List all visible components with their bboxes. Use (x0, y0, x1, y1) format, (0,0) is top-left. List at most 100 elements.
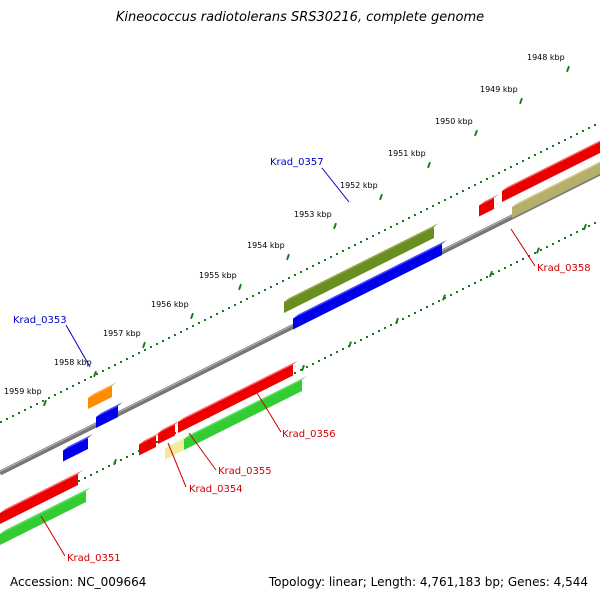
gene-label-krad_0353[interactable]: Krad_0353 (13, 315, 91, 368)
gene-top (139, 432, 161, 445)
tick-dot (138, 352, 140, 354)
gene-krad-0351-green (0, 487, 91, 545)
tick-dot (492, 273, 494, 275)
scale-tick: 1953 kbp (294, 210, 337, 230)
gene-body (512, 163, 600, 218)
minor-tick (489, 270, 493, 278)
gene-label-krad_0355[interactable]: Krad_0355 (188, 432, 272, 477)
gene-krad-0357-olive (284, 223, 439, 313)
lower-dot-row (0, 222, 596, 521)
gene-label-krad_0356[interactable]: Krad_0356 (256, 392, 336, 440)
gene-top (158, 420, 180, 433)
tick-dot (120, 361, 122, 363)
leader-line (188, 432, 217, 471)
tick-dot (576, 133, 578, 135)
tick-dot (102, 468, 104, 470)
tick-dot (102, 370, 104, 372)
gene-red-upper-right (502, 140, 600, 202)
gene-top (284, 223, 439, 302)
scale-tick: 1957 kbp (103, 329, 146, 349)
tick-mark (566, 65, 570, 73)
gene-name[interactable]: Krad_0358 (537, 263, 591, 274)
tick-label: 1951 kbp (388, 149, 426, 158)
gene-body (63, 438, 88, 462)
scale-tick: 1951 kbp (388, 149, 431, 169)
tick-dot (216, 313, 218, 315)
tick-dot (18, 412, 20, 414)
gene-red-small-right (479, 194, 499, 217)
tick-label: 1957 kbp (103, 329, 141, 338)
tick-dot (432, 205, 434, 207)
tick-dot (468, 285, 470, 287)
gene-label-krad_0358[interactable]: Krad_0358 (510, 228, 591, 274)
tick-mark (427, 161, 431, 169)
tick-dot (408, 315, 410, 317)
gene-krad-0354-red (139, 432, 161, 456)
tick-dot (582, 228, 584, 230)
tick-dot (402, 220, 404, 222)
gene-body (502, 142, 600, 202)
gene-top (88, 382, 117, 398)
tick-dot (372, 333, 374, 335)
tick-dot (96, 471, 98, 473)
gene-top (165, 435, 189, 449)
tick-label: 1953 kbp (294, 210, 332, 219)
tick-mark (333, 222, 337, 230)
tick-dot (594, 222, 596, 224)
gene-name[interactable]: Krad_0354 (189, 484, 243, 495)
tick-dot (486, 276, 488, 278)
tick-label: 1948 kbp (527, 53, 565, 62)
gene-krad-0356-red (178, 360, 298, 433)
tick-dot (474, 282, 476, 284)
tick-dot (270, 286, 272, 288)
gene-name[interactable]: Krad_0353 (13, 315, 67, 326)
tick-mark (379, 193, 383, 201)
tick-dot (552, 243, 554, 245)
tick-dot (132, 453, 134, 455)
tick-dot (78, 382, 80, 384)
tick-dot (168, 337, 170, 339)
tick-dot (438, 202, 440, 204)
gene-label-krad_0357[interactable]: Krad_0357 (270, 157, 350, 203)
gene-top (479, 194, 499, 206)
tick-dot (198, 322, 200, 324)
tick-dot (90, 376, 92, 378)
tick-dot (390, 324, 392, 326)
gene-label-krad_0351[interactable]: Krad_0351 (40, 515, 121, 564)
tick-dot (564, 237, 566, 239)
gene-body (158, 424, 175, 444)
leader-line (321, 167, 350, 203)
gene-name[interactable]: Krad_0355 (218, 466, 272, 477)
tick-dot (336, 253, 338, 255)
tick-dot (462, 190, 464, 192)
tick-dot (60, 391, 62, 393)
gene-name[interactable]: Krad_0351 (67, 553, 121, 564)
tick-dot (480, 181, 482, 183)
gene-name[interactable]: Krad_0356 (282, 429, 336, 440)
tick-dot (534, 154, 536, 156)
tick-mark (238, 283, 242, 291)
tick-dot (474, 184, 476, 186)
tick-dot (588, 127, 590, 129)
scale-tick: 1948 kbp (527, 53, 570, 73)
tick-dot (144, 349, 146, 351)
tick-dot (48, 397, 50, 399)
tick-dot (342, 250, 344, 252)
gene-label-krad_0354[interactable]: Krad_0354 (167, 442, 243, 495)
tick-dot (408, 217, 410, 219)
tick-dot (30, 406, 32, 408)
gene-top (178, 360, 298, 422)
tick-dot (186, 328, 188, 330)
tick-label: 1950 kbp (435, 117, 473, 126)
scale-tick: 1954 kbp (247, 241, 290, 261)
leader-line (510, 228, 536, 267)
tick-dot (276, 283, 278, 285)
tick-dot (516, 261, 518, 263)
tick-dot (72, 385, 74, 387)
tick-dot (126, 358, 128, 360)
gene-name[interactable]: Krad_0357 (270, 157, 324, 168)
tick-dot (372, 235, 374, 237)
tick-dot (504, 267, 506, 269)
tick-dot (96, 373, 98, 375)
tick-dot (180, 331, 182, 333)
